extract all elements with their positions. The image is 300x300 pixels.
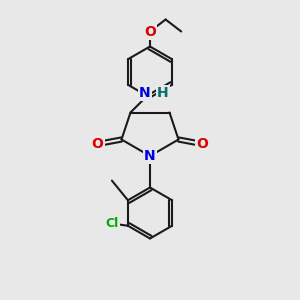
Text: O: O: [92, 137, 104, 151]
Text: N: N: [139, 86, 150, 100]
Text: O: O: [196, 137, 208, 151]
Text: H: H: [157, 86, 168, 100]
Text: O: O: [144, 25, 156, 38]
Text: Cl: Cl: [105, 217, 119, 230]
Text: N: N: [144, 149, 156, 163]
